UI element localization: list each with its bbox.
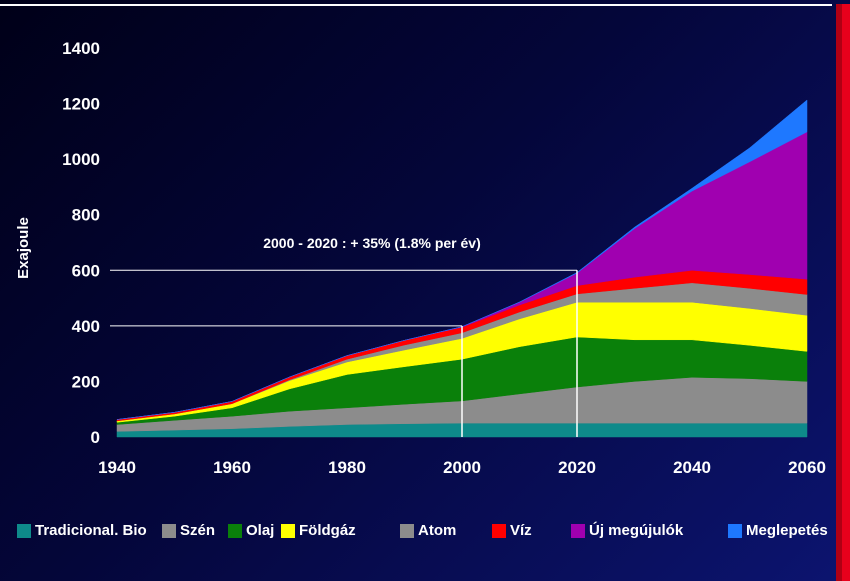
- legend-item-atom: Atom: [400, 522, 456, 539]
- legend-label: Új megújulók: [589, 522, 684, 539]
- legend-swatch: [228, 523, 242, 538]
- legend-item-viz: Víz: [492, 522, 532, 539]
- x-tick-label: 1940: [98, 458, 136, 477]
- x-tick-label: 1960: [213, 458, 251, 477]
- legend-swatch: [162, 523, 176, 538]
- y-axis-label: Exajoule: [15, 217, 32, 279]
- y-tick-label: 800: [72, 206, 100, 225]
- y-tick-label: 200: [72, 372, 100, 391]
- legend-swatch: [728, 523, 742, 538]
- legend-swatch: [400, 523, 414, 538]
- series-area-meglepetes: [116, 99, 808, 420]
- y-tick-label: 1000: [62, 150, 100, 169]
- y-tick-label: 1200: [62, 95, 100, 114]
- legend-label: Olaj: [246, 522, 275, 539]
- y-axis-ticks: 0 200 400 600 800 1000 1200 1400: [62, 39, 100, 447]
- legend-label: Tradicional. Bio: [35, 522, 147, 539]
- legend-swatch: [17, 523, 31, 538]
- x-tick-label: 2020: [558, 458, 596, 477]
- annotation-text: 2000 - 2020 : + 35% (1.8% per év): [263, 235, 481, 251]
- legend-item-foldgaz: Földgáz: [281, 522, 356, 539]
- legend: Tradicional. Bio Szén Olaj Földgáz Atom Víz Új…: [17, 522, 837, 542]
- legend-swatch: [571, 523, 585, 538]
- legend-label: Atom: [418, 522, 457, 539]
- legend-label: Földgáz: [299, 522, 356, 539]
- top-rule: [0, 4, 832, 6]
- legend-label: Meglepetés: [746, 522, 828, 539]
- legend-label: Víz: [510, 522, 532, 539]
- legend-item-szen: Szén: [162, 522, 215, 539]
- y-tick-label: 0: [91, 428, 100, 447]
- right-stripe-shadow: [836, 4, 842, 581]
- x-tick-label: 2040: [673, 458, 711, 477]
- x-tick-label: 2000: [443, 458, 481, 477]
- legend-item-olaj: Olaj: [228, 522, 274, 539]
- legend-item-uj-megujulok: Új megújulók: [571, 522, 683, 539]
- x-tick-label: 2060: [788, 458, 826, 477]
- legend-swatch: [492, 523, 506, 538]
- legend-swatch: [281, 523, 295, 538]
- y-tick-label: 400: [72, 317, 100, 336]
- annotation-group: 2000 - 2020 : + 35% (1.8% per év): [110, 235, 578, 437]
- y-tick-label: 1400: [62, 39, 100, 58]
- legend-item-meglepetes: Meglepetés: [728, 522, 828, 539]
- y-tick-label: 600: [72, 261, 100, 280]
- legend-item-tradicional-bio: Tradicional. Bio: [17, 522, 147, 539]
- x-axis-ticks: 1940 1960 1980 2000 2020 2040 2060: [98, 458, 826, 477]
- x-tick-label: 1980: [328, 458, 366, 477]
- legend-label: Szén: [180, 522, 216, 539]
